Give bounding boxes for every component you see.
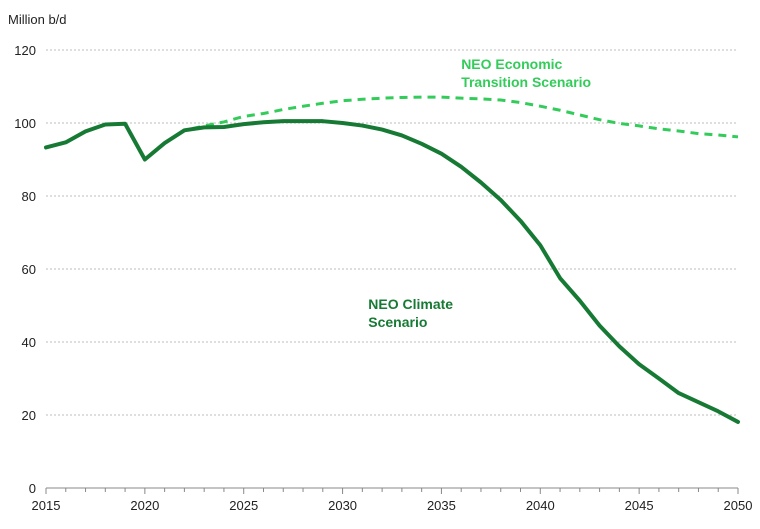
y-tick-label: 120: [14, 43, 36, 58]
series-label-economic-transition: NEO Economic: [461, 56, 562, 72]
x-tick-label: 2020: [130, 498, 159, 513]
x-tick-label: 2040: [526, 498, 555, 513]
x-tick-label: 2035: [427, 498, 456, 513]
x-tick-label: 2045: [625, 498, 654, 513]
y-tick-label: 40: [22, 335, 36, 350]
x-tick-label: 2030: [328, 498, 357, 513]
series-lines: [44, 95, 740, 424]
y-tick-label: 20: [22, 408, 36, 423]
series-label-climate: NEO Climate: [368, 296, 453, 312]
series-line-economic-transition: [45, 95, 739, 161]
x-tick-label: 2050: [724, 498, 753, 513]
y-tick-label: 0: [29, 481, 36, 496]
y-tick-label: 80: [22, 189, 36, 204]
series-label-economic-transition: Transition Scenario: [461, 74, 591, 90]
x-tick-label: 2015: [32, 498, 61, 513]
x-tick-label: 2025: [229, 498, 258, 513]
series-label-climate: Scenario: [368, 314, 427, 330]
y-tick-label: 100: [14, 116, 36, 131]
series-labels: NEO Economic Transition Scenario NEO Clima…: [368, 56, 591, 330]
series-line-climate: [44, 119, 740, 424]
y-axis-unit-label: Million b/d: [8, 12, 67, 27]
y-tick-label: 60: [22, 262, 36, 277]
